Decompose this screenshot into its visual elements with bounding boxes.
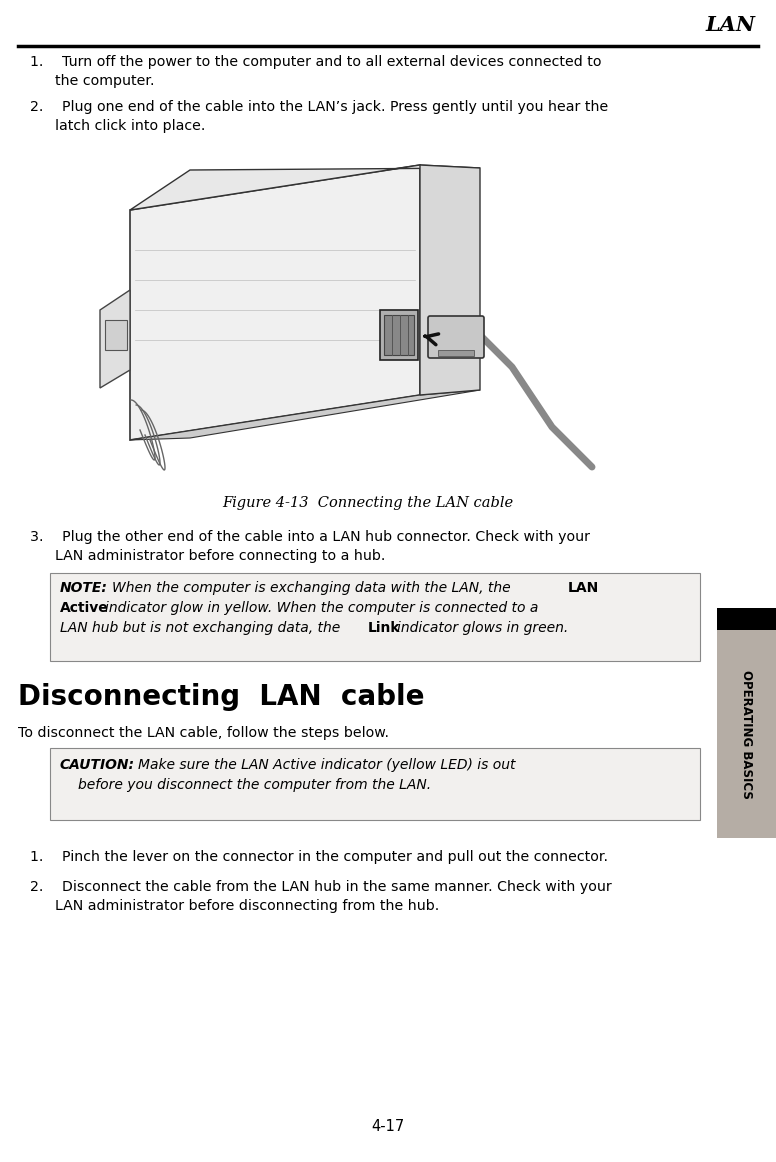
Bar [717,630,776,838]
Text: Disconnecting  LAN  cable: Disconnecting LAN cable [18,683,424,711]
Bar [380,310,418,360]
Text: 3.  Plug the other end of the cable into a LAN hub connector. Check with your: 3. Plug the other end of the cable into … [30,530,590,544]
Bar [50,573,700,661]
Text: OPERATING BASICS: OPERATING BASICS [740,669,753,798]
Bar [105,320,127,350]
Text: the computer.: the computer. [55,74,154,88]
Text: 2.  Plug one end of the cable into the LAN’s jack. Press gently until you hear t: 2. Plug one end of the cable into the LA… [30,100,608,114]
Polygon shape [130,165,420,440]
Text: indicator glow in yellow. When the computer is connected to a: indicator glow in yellow. When the compu… [105,601,539,615]
Text: LAN administrator before disconnecting from the hub.: LAN administrator before disconnecting f… [55,899,439,913]
Text: latch click into place.: latch click into place. [55,119,206,132]
Text: Link: Link [368,621,400,634]
Text: 1.  Turn off the power to the computer and to all external devices connected to: 1. Turn off the power to the computer an… [30,55,601,69]
Text: LAN: LAN [568,581,599,595]
Text: When the computer is exchanging data with the LAN, the: When the computer is exchanging data wit… [112,581,515,595]
Polygon shape [130,390,480,440]
Text: To disconnect the LAN cable, follow the steps below.: To disconnect the LAN cable, follow the … [18,726,389,740]
Text: NOTE:: NOTE: [60,581,108,595]
Polygon shape [100,290,130,388]
Text: CAUTION:: CAUTION: [60,758,135,772]
Text: Figure 4-13  Connecting the LAN cable: Figure 4-13 Connecting the LAN cable [223,496,514,510]
Text: Make sure the LAN Active indicator (yellow LED) is out: Make sure the LAN Active indicator (yell… [138,758,515,772]
Polygon shape [420,165,480,395]
Text: 2.  Disconnect the cable from the LAN hub in the same manner. Check with your: 2. Disconnect the cable from the LAN hub… [30,880,611,894]
Polygon shape [130,165,480,210]
Bar [438,350,474,356]
Text: Active: Active [60,601,109,615]
Text: LAN administrator before connecting to a hub.: LAN administrator before connecting to a… [55,548,386,564]
Text: before you disconnect the computer from the LAN.: before you disconnect the computer from … [78,779,431,792]
FancyBboxPatch shape [428,316,484,358]
Bar [50,748,700,820]
Text: indicator glows in green.: indicator glows in green. [397,621,568,634]
Text: LAN: LAN [705,15,755,35]
Text: 4-17: 4-17 [372,1119,404,1134]
Text: LAN hub but is not exchanging data, the: LAN hub but is not exchanging data, the [60,621,345,634]
Text: 1.  Pinch the lever on the connector in the computer and pull out the connector.: 1. Pinch the lever on the connector in t… [30,849,608,865]
Bar [717,608,776,630]
Bar [384,315,414,356]
